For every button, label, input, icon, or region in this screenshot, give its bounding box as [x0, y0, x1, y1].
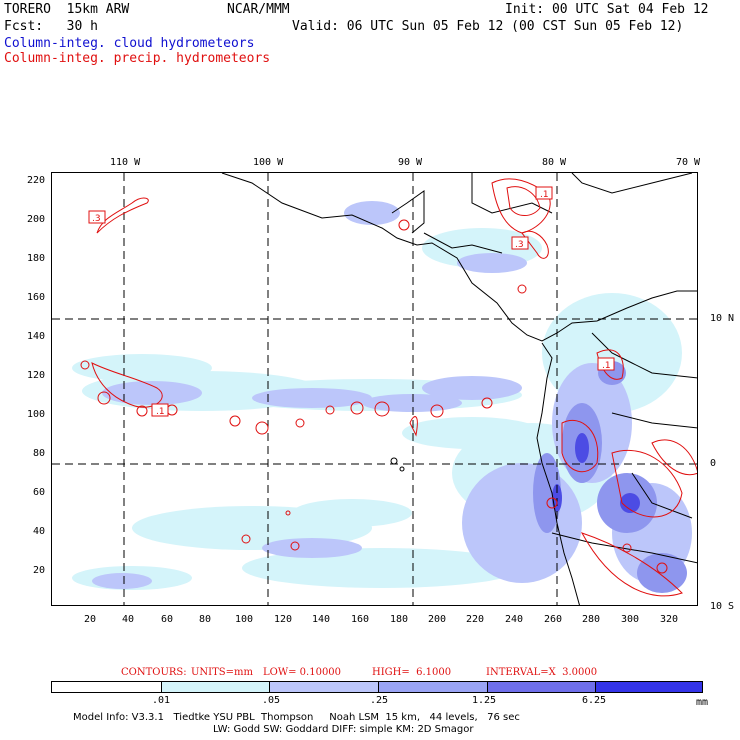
y-tick: 100 [27, 409, 46, 420]
y-tick: 60 [33, 487, 46, 498]
x-tick: 200 [428, 614, 447, 625]
graticule [52, 173, 697, 605]
model-info-line1: Model Info: V3.3.1 Tiedtke YSU PBL Thomp… [73, 712, 520, 723]
contour-label: .1 [602, 361, 611, 371]
x-tick: 140 [312, 614, 331, 625]
x-tick: 220 [466, 614, 485, 625]
colorbar-segment [162, 682, 270, 692]
y-tick: 180 [27, 253, 46, 264]
colorbar-label: .05 [262, 695, 281, 706]
x-tick: 100 [235, 614, 254, 625]
contours-interval: INTERVAL=X 3.0000 [486, 667, 598, 678]
precip-field-label: Column-integ. precip. hydrometeors [4, 51, 271, 66]
contours-label: CONTOURS: [121, 667, 187, 678]
map-canvas: .3 .1 .3 .1 .1 [52, 173, 697, 605]
lon-label-80w: 80 W [542, 157, 567, 168]
cloud-shading [72, 201, 692, 593]
init-time: Init: 00 UTC Sat 04 Feb 12 [505, 2, 709, 17]
org-label: NCAR/MMM [227, 2, 290, 17]
lon-label-70w: 70 W [676, 157, 701, 168]
lon-label-100w: 100 W [253, 157, 284, 168]
x-tick: 320 [660, 614, 679, 625]
precip-contours [80, 178, 697, 597]
y-tick: 20 [33, 565, 46, 576]
colorbar-segment [596, 682, 702, 692]
x-tick: 20 [84, 614, 97, 625]
colorbar-label: 6.25 [582, 695, 607, 706]
y-tick: 140 [27, 331, 46, 342]
colorbar-segment [52, 682, 162, 692]
y-tick: 120 [27, 370, 46, 381]
x-tick: 60 [161, 614, 174, 625]
coastlines [221, 173, 697, 605]
galapagos-islands [390, 457, 405, 472]
model-title: TORERO 15km ARW [4, 2, 130, 17]
y-tick: 220 [27, 175, 46, 186]
contours-high: HIGH= 6.1000 [372, 667, 452, 678]
y-tick: 80 [33, 448, 46, 459]
x-tick: 120 [274, 614, 293, 625]
y-tick: 160 [27, 292, 46, 303]
contour-label: .3 [515, 240, 524, 250]
x-tick: 240 [505, 614, 524, 625]
contours-low: LOW= 0.10000 [263, 667, 342, 678]
x-tick: 180 [390, 614, 409, 625]
colorbar-label: .25 [370, 695, 389, 706]
forecast-hour: Fcst: 30 h [4, 19, 98, 34]
y-tick: 200 [27, 214, 46, 225]
colorbar-segment [270, 682, 379, 692]
x-tick: 80 [199, 614, 212, 625]
x-tick: 40 [122, 614, 135, 625]
colorbar-label: 1.25 [472, 695, 497, 706]
contours-units: UNITS=mm [191, 667, 253, 678]
x-tick: 280 [582, 614, 601, 625]
colorbar-unit: mm [696, 697, 709, 708]
x-tick: 260 [544, 614, 563, 625]
y-tick: 40 [33, 526, 46, 537]
valid-time: Valid: 06 UTC Sun 05 Feb 12 (00 CST Sun … [292, 19, 684, 34]
model-info-line2: LW: Godd SW: Goddard DIFF: simple KM: 2D… [213, 724, 474, 735]
lat-label-10s: 10 S [710, 601, 735, 612]
lon-label-90w: 90 W [398, 157, 423, 168]
lat-label-0: 0 [710, 458, 717, 469]
contour-label: .1 [156, 407, 165, 417]
contour-label-boxes [88, 186, 615, 417]
x-tick: 300 [621, 614, 640, 625]
lon-label-110w: 110 W [110, 157, 141, 168]
colorbar-segment [488, 682, 596, 692]
x-tick: 160 [351, 614, 370, 625]
colorbar [51, 681, 703, 693]
contour-label: .1 [540, 190, 549, 200]
colorbar-label: .01 [152, 695, 171, 706]
lat-label-10n: 10 N [710, 313, 735, 324]
cloud-field-label: Column-integ. cloud hydrometeors [4, 36, 255, 51]
colorbar-segment [379, 682, 488, 692]
contour-label: .3 [92, 214, 101, 224]
forecast-map: .3 .1 .3 .1 .1 [51, 172, 698, 606]
